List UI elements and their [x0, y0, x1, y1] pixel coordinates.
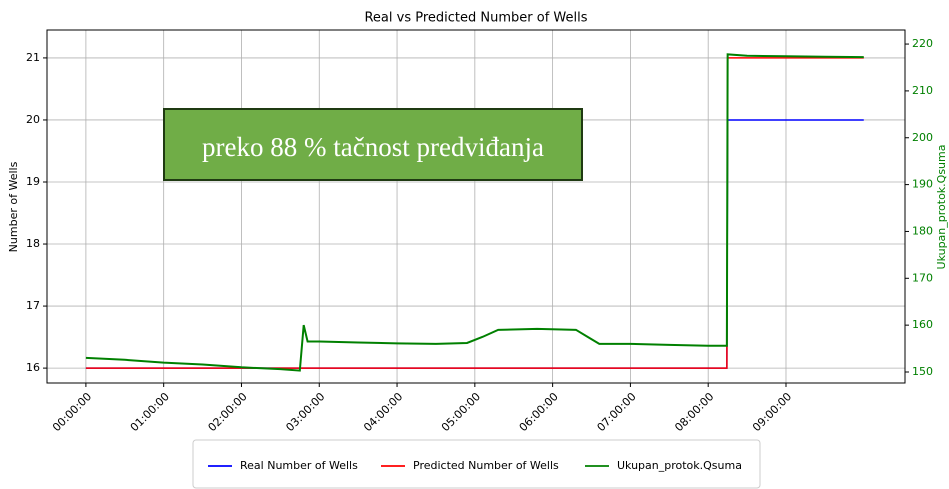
y2-tick-label: 180: [912, 224, 933, 237]
y-tick-label: 16: [26, 361, 40, 374]
y-tick-label: 21: [26, 51, 40, 64]
legend-label: Predicted Number of Wells: [413, 459, 559, 472]
x-tick-label: 02:00:00: [206, 390, 250, 434]
legend-label: Ukupan_protok.Qsuma: [617, 459, 742, 472]
x-tick-label: 08:00:00: [672, 390, 716, 434]
y-tick-label: 17: [26, 299, 40, 312]
x-tick-label: 01:00:00: [128, 390, 172, 434]
x-tick-label: 00:00:00: [50, 390, 94, 434]
y2-tick-label: 220: [912, 37, 933, 50]
legend-box: [192, 439, 761, 489]
y2-tick-label: 150: [912, 365, 933, 378]
plot-frame: [46, 29, 906, 384]
y2-tick-label: 190: [912, 178, 933, 191]
y2-tick-label: 160: [912, 318, 933, 331]
annotation-text: preko 88 % tačnost predviđanja: [202, 132, 544, 162]
annotation-box: [163, 108, 583, 181]
y2-axis-label: Ukupan_protok.Qsuma: [935, 145, 948, 270]
y2-tick-label: 210: [912, 84, 933, 97]
x-tick-label: 07:00:00: [595, 390, 639, 434]
x-tick-label: 03:00:00: [283, 390, 327, 434]
x-tick-label: 05:00:00: [439, 390, 483, 434]
y-tick-label: 20: [26, 113, 40, 126]
x-tick-label: 09:00:00: [750, 390, 794, 434]
legend-label: Real Number of Wells: [240, 459, 358, 472]
y2-tick-label: 170: [912, 271, 933, 284]
x-tick-label: 04:00:00: [361, 390, 405, 434]
y-axis-label: Number of Wells: [7, 161, 20, 252]
y-tick-label: 19: [26, 175, 40, 188]
y-tick-label: 18: [26, 237, 40, 250]
x-tick-label: 06:00:00: [517, 390, 561, 434]
series-line: [85, 53, 864, 372]
chart-title: Real vs Predicted Number of Wells: [364, 11, 587, 26]
y2-tick-label: 200: [912, 131, 933, 144]
